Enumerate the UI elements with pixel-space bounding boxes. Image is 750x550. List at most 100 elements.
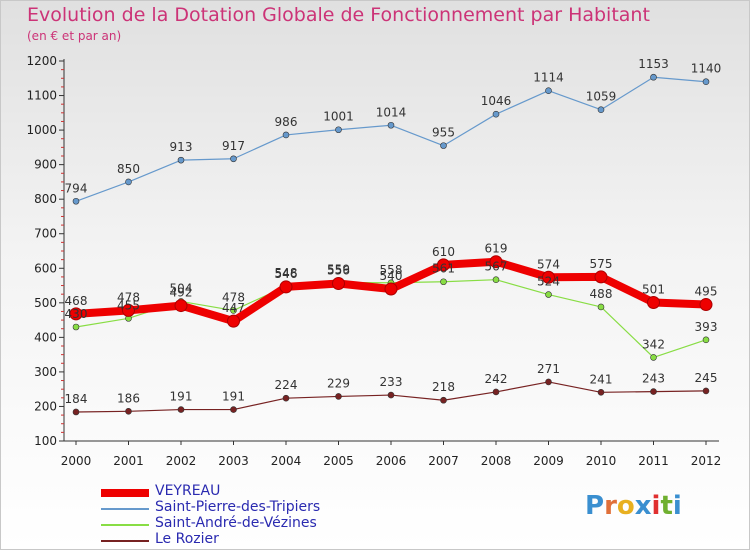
data-point-le-rozier xyxy=(282,394,290,402)
chart-title: Evolution de la Dotation Globale de Fonc… xyxy=(27,4,650,26)
data-label-saint-pierre-des-tripiers: 1153 xyxy=(638,57,669,71)
data-label-veyreau: 478 xyxy=(117,290,140,304)
data-label-saint-andre-de-vezines: 561 xyxy=(432,262,455,276)
x-tick-label: 2008 xyxy=(481,454,512,468)
data-point-saint-pierre-des-tripiers xyxy=(282,131,290,139)
data-point-veyreau xyxy=(489,255,503,269)
data-point-saint-pierre-des-tripiers xyxy=(440,142,447,149)
data-point-le-rozier xyxy=(335,393,342,400)
data-point-veyreau xyxy=(69,307,83,321)
data-point-veyreau xyxy=(279,280,293,294)
data-labels-layer: 794 850 913 917 986 1001 1014 955 1046 1114 1059 11… xyxy=(65,57,722,406)
data-point-saint-pierre-des-tripiers xyxy=(545,87,552,95)
data-label-saint-pierre-des-tripiers: 1014 xyxy=(376,105,407,119)
chart-subtitle: (en € et par an) xyxy=(27,29,122,43)
x-tick-label: 2009 xyxy=(533,454,564,468)
data-label-saint-andre-de-vezines: 548 xyxy=(275,266,298,280)
y-tick-label: 900 xyxy=(34,158,57,172)
data-label-saint-andre-de-vezines: 342 xyxy=(642,337,665,351)
data-label-saint-pierre-des-tripiers: 955 xyxy=(432,126,455,140)
y-tick-label: 1100 xyxy=(26,89,57,103)
data-label-saint-andre-de-vezines: 430 xyxy=(65,307,88,321)
data-point-veyreau xyxy=(227,314,240,328)
data-label-le-rozier: 242 xyxy=(485,372,508,386)
y-tick-label: 700 xyxy=(34,227,57,241)
data-label-veyreau: 546 xyxy=(275,267,298,281)
data-point-veyreau xyxy=(699,298,713,312)
data-point-veyreau xyxy=(174,299,188,313)
logo-letter: i xyxy=(651,491,661,521)
data-point-saint-andre-de-vezines xyxy=(492,276,500,283)
series-layer xyxy=(69,73,713,416)
x-tick-label: 2006 xyxy=(376,454,407,468)
data-point-saint-andre-de-vezines xyxy=(597,303,605,311)
logo-letter: r xyxy=(604,491,617,521)
data-label-veyreau: 610 xyxy=(432,245,455,259)
data-point-saint-pierre-des-tripiers xyxy=(177,156,185,164)
data-point-veyreau xyxy=(122,303,135,317)
data-label-le-rozier: 243 xyxy=(642,372,665,386)
data-label-le-rozier: 271 xyxy=(537,362,560,376)
data-point-saint-andre-de-vezines xyxy=(702,336,710,344)
data-point-saint-pierre-des-tripiers xyxy=(650,73,657,81)
x-tick-label: 2005 xyxy=(323,454,354,468)
data-label-le-rozier: 218 xyxy=(432,380,455,394)
y-tick-label: 800 xyxy=(34,192,57,206)
data-point-saint-andre-de-vezines xyxy=(440,278,447,286)
data-point-saint-andre-de-vezines xyxy=(545,291,552,298)
data-label-saint-pierre-des-tripiers: 1001 xyxy=(323,110,354,124)
data-point-veyreau xyxy=(542,270,555,284)
data-label-saint-pierre-des-tripiers: 1046 xyxy=(481,94,512,108)
data-point-saint-andre-de-vezines xyxy=(230,307,237,314)
data-label-le-rozier: 191 xyxy=(170,390,193,404)
data-point-le-rozier xyxy=(387,391,395,399)
data-point-le-rozier xyxy=(125,407,132,415)
y-tick-label: 300 xyxy=(34,365,57,379)
data-point-le-rozier xyxy=(597,388,605,396)
data-point-saint-pierre-des-tripiers xyxy=(492,110,500,118)
legend-swatch xyxy=(101,524,149,526)
logo-letter: P xyxy=(585,491,605,521)
data-label-saint-andre-de-vezines: 488 xyxy=(590,287,613,301)
data-point-le-rozier xyxy=(230,406,237,413)
data-label-le-rozier: 191 xyxy=(222,390,245,404)
data-point-le-rozier xyxy=(177,406,185,413)
logo-letter: i xyxy=(672,491,682,521)
data-label-saint-andre-de-vezines: 524 xyxy=(537,275,560,289)
data-label-saint-andre-de-vezines: 393 xyxy=(695,320,718,334)
line-chart: 100 200 300 400 500 600 700 800 900 1000 1100 1200 2… xyxy=(26,54,722,468)
legend-label: VEYREAU xyxy=(155,483,221,499)
legend-swatch xyxy=(101,489,149,497)
data-label-le-rozier: 241 xyxy=(590,372,613,386)
legend-label: Saint-Pierre-des-Tripiers xyxy=(155,499,321,515)
data-label-le-rozier: 229 xyxy=(327,376,350,390)
proxiti-logo: Proxiti xyxy=(585,491,682,521)
data-point-le-rozier xyxy=(492,388,500,396)
data-point-veyreau xyxy=(594,270,608,284)
logo-letter: x xyxy=(634,491,652,521)
x-tick-label: 2010 xyxy=(586,454,617,468)
data-label-veyreau: 575 xyxy=(590,257,613,271)
legend-label: Le Rozier xyxy=(155,531,219,547)
x-tick-label: 2012 xyxy=(691,454,722,468)
data-label-saint-pierre-des-tripiers: 794 xyxy=(65,181,88,195)
data-point-veyreau xyxy=(437,258,450,272)
data-label-veyreau: 540 xyxy=(380,269,403,283)
data-point-saint-pierre-des-tripiers xyxy=(230,155,237,163)
data-point-saint-andre-de-vezines xyxy=(72,323,80,331)
legend-swatch xyxy=(101,508,149,510)
data-label-veyreau: 619 xyxy=(485,242,508,256)
data-point-le-rozier xyxy=(440,396,447,404)
data-point-le-rozier xyxy=(545,378,552,386)
logo-letter: o xyxy=(616,491,635,521)
data-label-saint-pierre-des-tripiers: 850 xyxy=(117,162,140,176)
y-tick-label: 100 xyxy=(34,434,57,448)
data-label-saint-pierre-des-tripiers: 1059 xyxy=(586,90,617,104)
data-label-veyreau: 574 xyxy=(537,257,560,271)
data-label-saint-pierre-des-tripiers: 1114 xyxy=(533,71,564,85)
data-label-le-rozier: 184 xyxy=(65,392,88,406)
x-tick-label: 2000 xyxy=(61,454,92,468)
data-point-veyreau xyxy=(332,276,345,290)
data-label-veyreau: 495 xyxy=(695,285,718,299)
